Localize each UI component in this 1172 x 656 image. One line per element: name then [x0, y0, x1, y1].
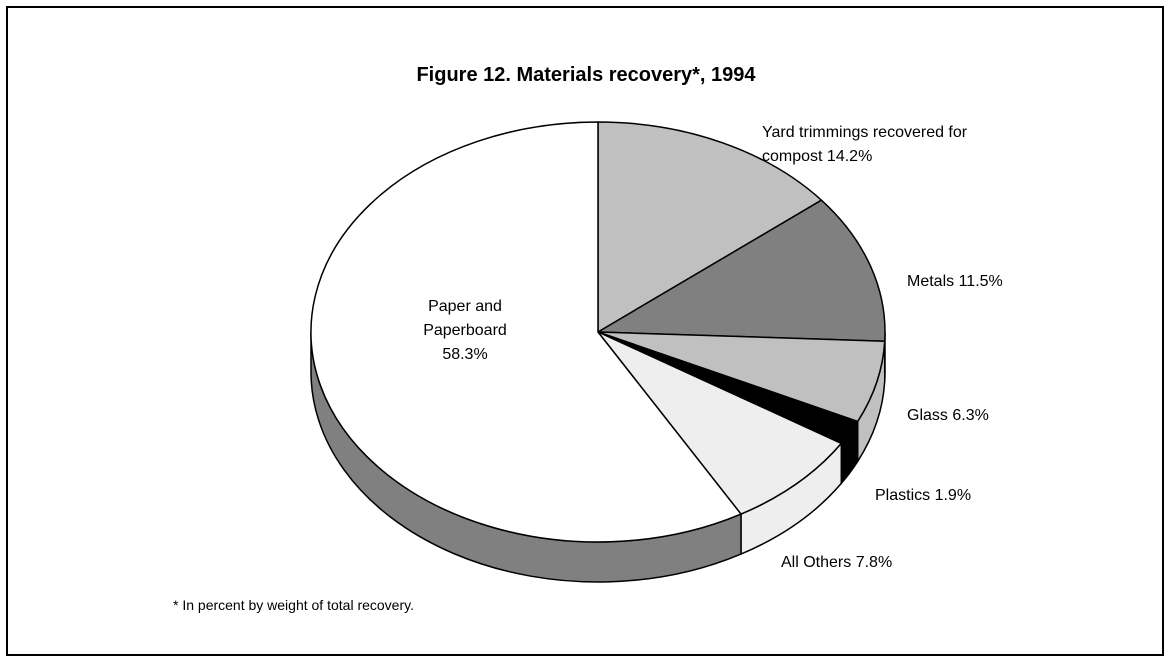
category-label: Glass	[907, 407, 948, 424]
category-label: Plastics	[875, 487, 930, 504]
slice-label: Glass 6.3%	[907, 404, 1107, 428]
slice-label: Yard trimmings recovered for compost 14.…	[762, 121, 972, 169]
value-label: 7.8%	[856, 554, 892, 571]
slice-label: Metals 11.5%	[907, 270, 1107, 294]
slice-label: Plastics 1.9%	[875, 484, 1075, 508]
slice-label: Paper and Paperboard 58.3%	[410, 295, 520, 367]
category-label: Paper and Paperboard	[423, 298, 507, 339]
value-label: 11.5%	[959, 273, 1003, 290]
value-label: 6.3%	[952, 407, 988, 424]
category-label: All Others	[781, 554, 851, 571]
value-label: 14.2%	[827, 148, 872, 165]
category-label: Metals	[907, 273, 954, 290]
slice-label: All Others 7.8%	[781, 551, 981, 575]
value-label: 58.3%	[442, 346, 487, 363]
value-label: 1.9%	[935, 487, 971, 504]
